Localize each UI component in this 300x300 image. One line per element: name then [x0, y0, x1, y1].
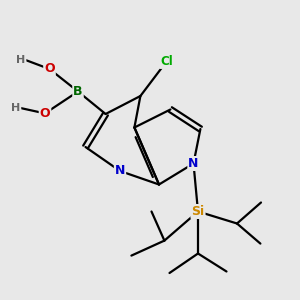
- Text: O: O: [40, 107, 50, 120]
- Text: N: N: [115, 164, 125, 178]
- Text: Si: Si: [191, 205, 205, 218]
- Text: O: O: [44, 62, 55, 76]
- Text: H: H: [16, 55, 26, 65]
- Text: B: B: [73, 85, 83, 98]
- Text: N: N: [188, 157, 199, 170]
- Text: Cl: Cl: [160, 55, 173, 68]
- Text: H: H: [11, 103, 20, 113]
